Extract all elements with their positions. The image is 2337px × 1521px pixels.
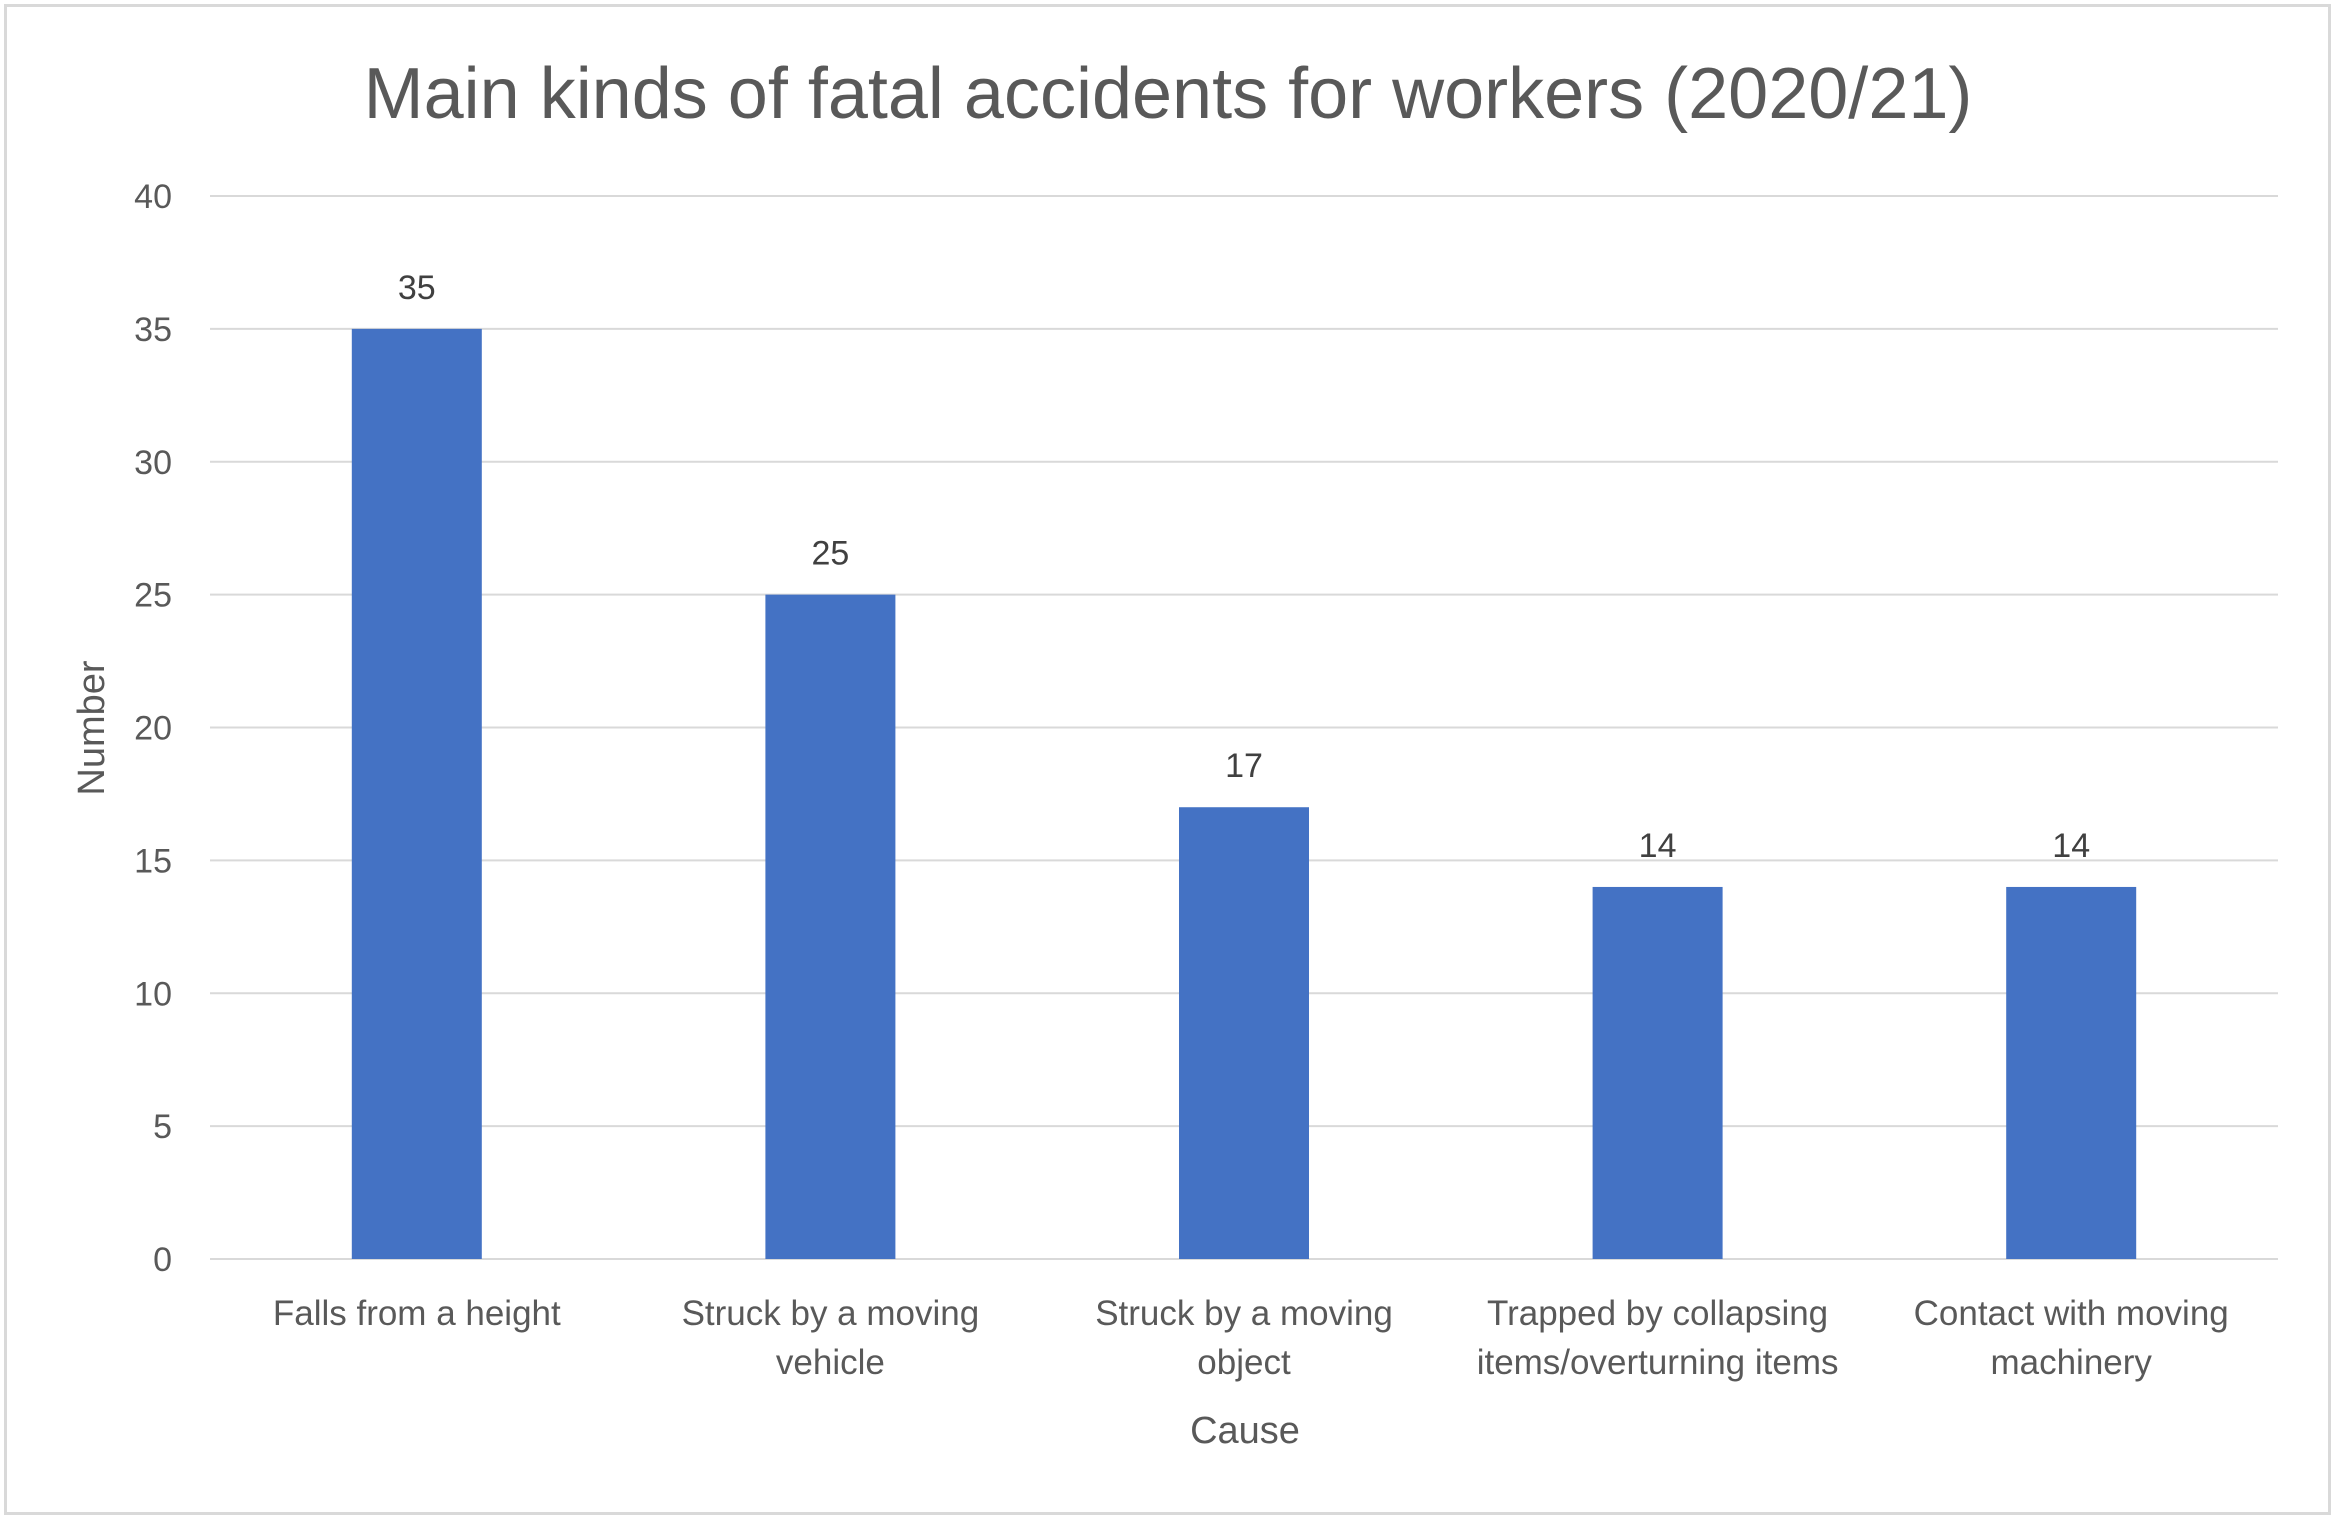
data-label: 14	[1639, 827, 1677, 865]
data-labels: 35 25 17 14 14	[398, 269, 2090, 865]
y-tick-label: 5	[153, 1108, 172, 1146]
x-tick-label: Struck by a moving vehicle	[682, 1294, 980, 1382]
y-tick-label: 25	[134, 577, 172, 615]
x-tick-label: Falls from a height	[273, 1294, 561, 1333]
x-tick-label-line: vehicle	[776, 1343, 885, 1382]
y-axis-label: Number	[71, 660, 113, 795]
data-label: 14	[2052, 827, 2090, 865]
x-tick-label: Trapped by collapsing items/overturning i…	[1477, 1294, 1839, 1382]
data-label: 25	[811, 535, 849, 573]
bar	[351, 328, 482, 1259]
x-axis-categories: Falls from a height Struck by a moving veh…	[273, 1294, 2229, 1382]
bar	[2006, 886, 2137, 1259]
x-axis-label: Cause	[1190, 1410, 1300, 1452]
gridlines	[210, 195, 2278, 1260]
y-axis-ticks: 0 5 10 15 20 25 30 35 40	[134, 178, 172, 1279]
bar	[1179, 807, 1309, 1259]
x-tick-label-line: items/overturning items	[1477, 1343, 1839, 1382]
bar	[765, 594, 896, 1259]
bar	[1592, 886, 1723, 1259]
chart-title: Main kinds of fatal accidents for worker…	[364, 54, 1973, 134]
x-tick-label: Struck by a moving object	[1095, 1294, 1393, 1382]
x-tick-label-line: Struck by a moving	[1095, 1294, 1393, 1333]
x-tick-label-line: Struck by a moving	[682, 1294, 980, 1333]
y-tick-label: 40	[134, 178, 172, 216]
y-tick-label: 30	[134, 444, 172, 482]
y-tick-label: 15	[134, 842, 172, 880]
y-tick-label: 10	[134, 975, 172, 1013]
x-tick-label-line: machinery	[1990, 1343, 2152, 1382]
x-tick-label-line: Contact with moving	[1914, 1294, 2229, 1333]
x-tick-label-line: Falls from a height	[273, 1294, 561, 1333]
y-tick-label: 0	[153, 1241, 172, 1279]
bars	[351, 328, 2137, 1259]
y-tick-label: 20	[134, 710, 172, 748]
data-label: 35	[398, 269, 436, 307]
y-tick-label: 35	[134, 311, 172, 349]
x-tick-label: Contact with moving machinery	[1914, 1294, 2229, 1382]
data-label: 17	[1225, 747, 1263, 785]
x-tick-label-line: Trapped by collapsing	[1487, 1294, 1828, 1333]
x-tick-label-line: object	[1197, 1343, 1291, 1382]
